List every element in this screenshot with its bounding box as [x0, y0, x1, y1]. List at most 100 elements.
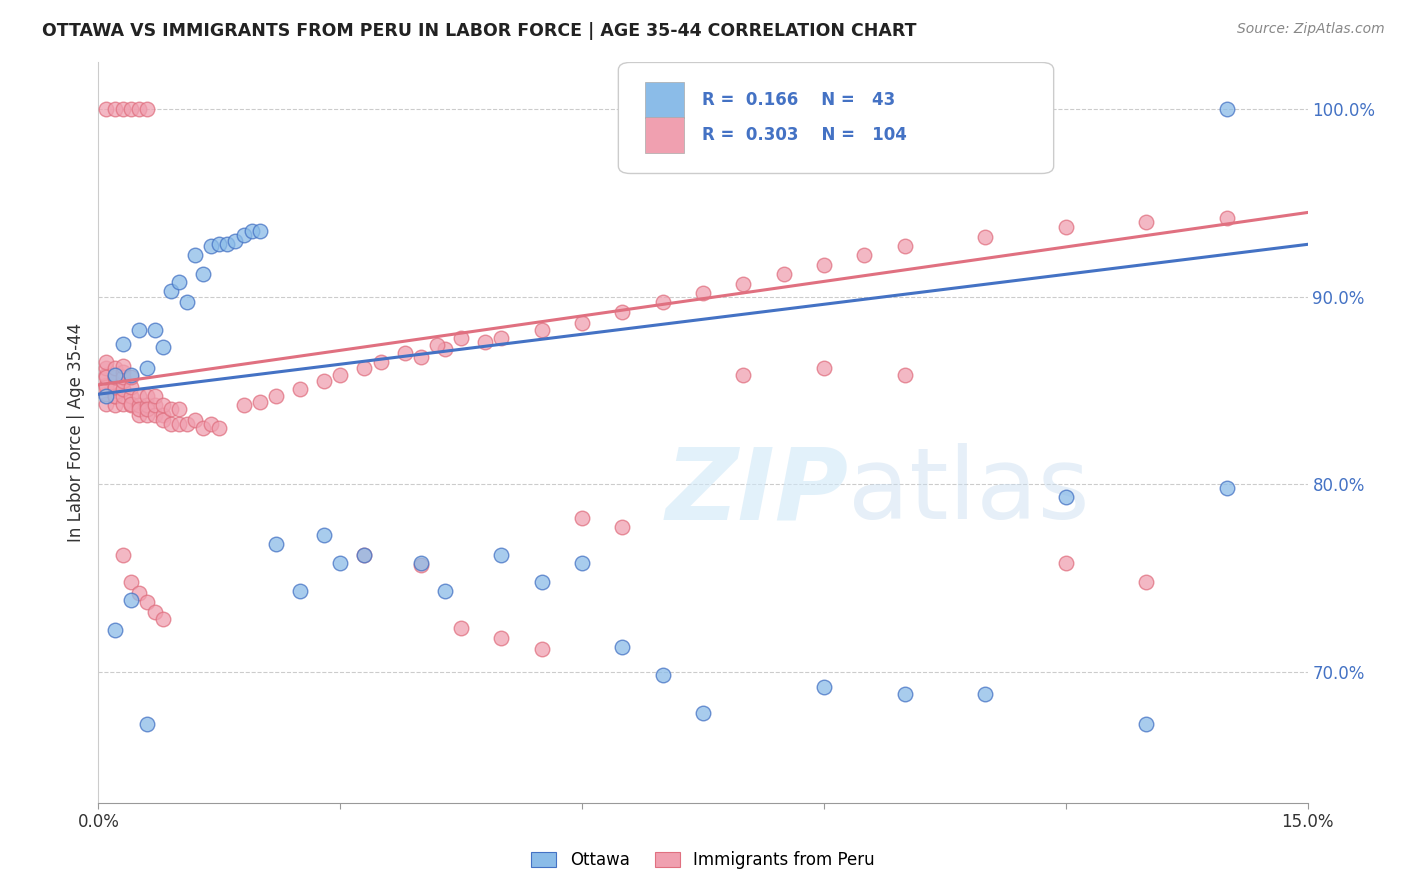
- Point: [474, 334, 496, 349]
- Point: [733, 368, 755, 383]
- Point: [120, 389, 142, 403]
- Point: [264, 389, 287, 403]
- Point: [103, 389, 125, 403]
- Point: [1216, 211, 1239, 225]
- Point: [176, 417, 198, 432]
- Point: [111, 549, 134, 563]
- Point: [103, 370, 125, 384]
- Point: [103, 103, 125, 117]
- Point: [128, 402, 150, 417]
- Point: [96, 368, 118, 383]
- Point: [692, 285, 714, 300]
- Point: [160, 402, 183, 417]
- Point: [1054, 490, 1077, 504]
- Point: [353, 549, 375, 563]
- Point: [208, 237, 231, 252]
- FancyBboxPatch shape: [645, 82, 683, 118]
- Point: [143, 408, 166, 422]
- Point: [853, 248, 876, 262]
- Text: ZIP: ZIP: [665, 443, 848, 541]
- Point: [135, 408, 157, 422]
- FancyBboxPatch shape: [619, 62, 1053, 173]
- Point: [1216, 103, 1239, 117]
- Point: [491, 331, 513, 345]
- Point: [893, 239, 915, 253]
- Point: [160, 284, 183, 298]
- Point: [167, 402, 190, 417]
- Point: [111, 359, 134, 373]
- Point: [974, 229, 997, 244]
- Point: [111, 396, 134, 410]
- Point: [103, 370, 125, 384]
- Point: [314, 374, 336, 388]
- Point: [135, 361, 157, 376]
- Point: [143, 605, 166, 619]
- Point: [813, 680, 835, 694]
- Point: [974, 687, 997, 701]
- Point: [184, 248, 207, 262]
- Point: [813, 258, 835, 272]
- Point: [491, 631, 513, 645]
- Point: [103, 380, 125, 394]
- Point: [143, 389, 166, 403]
- Point: [152, 340, 174, 354]
- Point: [111, 374, 134, 388]
- Point: [353, 549, 375, 563]
- Point: [152, 612, 174, 626]
- Point: [288, 584, 311, 599]
- Point: [409, 558, 432, 572]
- Point: [1135, 717, 1157, 731]
- Point: [143, 323, 166, 337]
- Point: [111, 336, 134, 351]
- Point: [409, 556, 432, 570]
- Point: [120, 593, 142, 607]
- Point: [370, 355, 392, 369]
- Point: [893, 687, 915, 701]
- Point: [152, 413, 174, 427]
- Point: [135, 389, 157, 403]
- Point: [200, 417, 222, 432]
- Point: [612, 640, 634, 655]
- Point: [128, 103, 150, 117]
- Text: atlas: atlas: [848, 443, 1090, 541]
- Point: [193, 267, 215, 281]
- Point: [120, 103, 142, 117]
- Point: [120, 396, 142, 410]
- Point: [893, 368, 915, 383]
- Point: [651, 668, 673, 682]
- Point: [314, 528, 336, 542]
- Legend: Ottawa, Immigrants from Peru: Ottawa, Immigrants from Peru: [524, 845, 882, 876]
- Point: [200, 239, 222, 253]
- Point: [491, 549, 513, 563]
- Y-axis label: In Labor Force | Age 35-44: In Labor Force | Age 35-44: [66, 323, 84, 542]
- Point: [103, 368, 125, 383]
- Text: Source: ZipAtlas.com: Source: ZipAtlas.com: [1237, 22, 1385, 37]
- Point: [96, 361, 118, 376]
- Point: [111, 103, 134, 117]
- Point: [249, 394, 271, 409]
- Point: [733, 277, 755, 291]
- Point: [167, 275, 190, 289]
- Point: [160, 417, 183, 432]
- Point: [772, 267, 794, 281]
- Point: [329, 556, 352, 570]
- Point: [135, 402, 157, 417]
- Point: [135, 595, 157, 609]
- Point: [111, 370, 134, 384]
- Point: [264, 537, 287, 551]
- Point: [111, 365, 134, 379]
- Point: [394, 346, 416, 360]
- Point: [103, 399, 125, 413]
- Point: [813, 361, 835, 376]
- Point: [135, 399, 157, 413]
- Point: [96, 380, 118, 394]
- Text: OTTAWA VS IMMIGRANTS FROM PERU IN LABOR FORCE | AGE 35-44 CORRELATION CHART: OTTAWA VS IMMIGRANTS FROM PERU IN LABOR …: [42, 22, 917, 40]
- Point: [692, 706, 714, 720]
- Point: [128, 408, 150, 422]
- Point: [450, 622, 472, 636]
- Point: [128, 323, 150, 337]
- Point: [120, 380, 142, 394]
- Point: [450, 331, 472, 345]
- Point: [1135, 574, 1157, 589]
- Point: [120, 574, 142, 589]
